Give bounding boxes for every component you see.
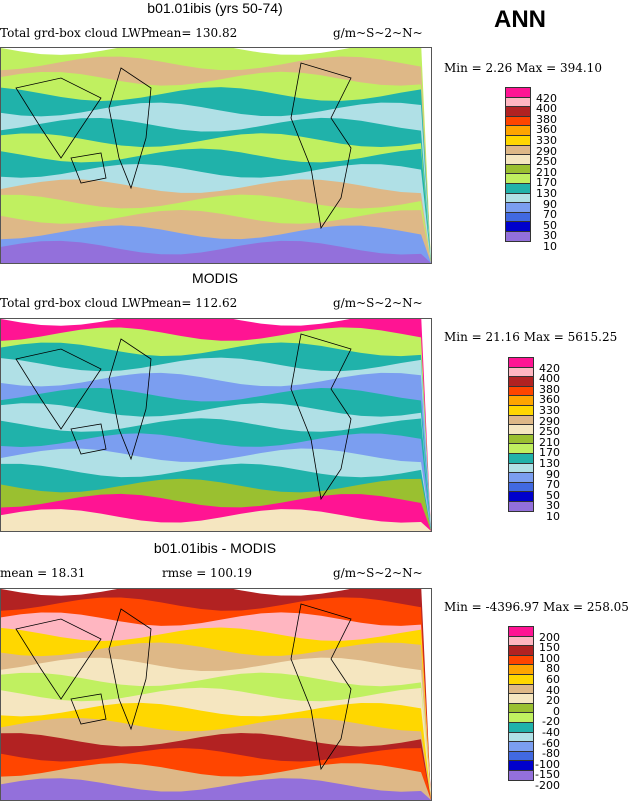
colorbar bbox=[508, 357, 534, 512]
coastline bbox=[290, 603, 352, 771]
contour-band bbox=[1, 240, 431, 263]
panel-stat-label: mean= 112.62 bbox=[148, 296, 238, 310]
colorbar-tick-label: 40 bbox=[546, 683, 560, 697]
coastline bbox=[15, 618, 102, 700]
coastline bbox=[15, 348, 102, 430]
panel-minmax-label: Min = -4396.97 Max = 258.05 bbox=[444, 600, 629, 614]
colorbar-tick-label: 10 bbox=[543, 240, 557, 253]
colorbar-tick-label: 30 bbox=[543, 229, 557, 243]
contour-map-1 bbox=[0, 47, 432, 264]
colorbar-tick-label: -60 bbox=[542, 736, 560, 750]
colorbar-tick-label: 250 bbox=[536, 155, 557, 169]
panel-title: MODIS bbox=[192, 270, 238, 286]
contour-band bbox=[1, 509, 431, 531]
coastline bbox=[70, 423, 107, 455]
colorbar-tick-label: 250 bbox=[539, 425, 560, 439]
coastline bbox=[290, 62, 352, 230]
coastline bbox=[108, 67, 152, 190]
colorbar-tick-label: 10 bbox=[546, 510, 560, 523]
colorbar-tick-label: 420 bbox=[536, 91, 557, 105]
colorbar-tick-label: 290 bbox=[539, 414, 560, 428]
coastline bbox=[290, 333, 352, 501]
colorbar-tick-label: 330 bbox=[539, 404, 560, 417]
colorbar-tick-label: 50 bbox=[543, 218, 557, 232]
colorbar-tick-label: 400 bbox=[539, 372, 560, 386]
contour-map-3 bbox=[0, 588, 432, 801]
colorbar-swatch bbox=[508, 769, 534, 781]
colorbar-tick-label: 90 bbox=[546, 467, 560, 481]
colorbar-tick-label: 60 bbox=[546, 673, 560, 686]
colorbar-tick-label: 130 bbox=[536, 187, 557, 200]
panel-title: b01.01ibis (yrs 50-74) bbox=[147, 0, 283, 16]
contour-band bbox=[1, 778, 431, 800]
colorbar-tick-label: 380 bbox=[536, 112, 557, 126]
colorbar-tick-label: -80 bbox=[542, 747, 560, 761]
colorbar-tick-label: 400 bbox=[536, 102, 557, 116]
colorbar-swatch bbox=[505, 230, 531, 242]
colorbar-tick-label: 330 bbox=[536, 134, 557, 147]
colorbar-tick-label: 420 bbox=[539, 361, 560, 375]
colorbar-tick-label: 150 bbox=[539, 641, 560, 655]
panel-stat-label: mean= 130.82 bbox=[148, 26, 238, 40]
coastline bbox=[15, 77, 102, 159]
colorbar bbox=[505, 87, 531, 242]
colorbar-swatch bbox=[508, 500, 534, 512]
colorbar-tick-label: 70 bbox=[543, 208, 557, 222]
colorbar-tick-label: 380 bbox=[539, 382, 560, 396]
colorbar-tick-label: 210 bbox=[539, 435, 560, 449]
colorbar-tick-label: 200 bbox=[539, 630, 560, 644]
colorbar-tick-label: 170 bbox=[536, 176, 557, 190]
colorbar-tick-label: 130 bbox=[539, 457, 560, 470]
coastline bbox=[70, 152, 107, 184]
panel-variable-label: Total grd-box cloud LWP bbox=[0, 296, 149, 310]
panel-title: b01.01ibis - MODIS bbox=[153, 540, 277, 556]
coastline bbox=[108, 338, 152, 461]
colorbar-tick-label: 100 bbox=[539, 651, 560, 665]
colorbar-tick-label: -200 bbox=[535, 779, 560, 792]
colorbar-tick-label: 290 bbox=[536, 144, 557, 158]
colorbar-tick-label: 360 bbox=[536, 123, 557, 137]
colorbar bbox=[508, 626, 534, 781]
panel-minmax-label: Min = 21.16 Max = 5615.25 bbox=[444, 330, 618, 344]
colorbar-tick-label: 0 bbox=[553, 704, 560, 718]
colorbar-tick-label: 30 bbox=[546, 499, 560, 513]
panel-variable-label: Total grd-box cloud LWP bbox=[0, 26, 149, 40]
coastline bbox=[108, 608, 152, 731]
panel-variable-label: mean = 18.31 bbox=[0, 566, 86, 580]
panel-units-label: g/m~S~2~N~ bbox=[333, 566, 423, 580]
colorbar-tick-label: 90 bbox=[543, 197, 557, 211]
colorbar-tick-label: -20 bbox=[542, 715, 560, 729]
colorbar-tick-label: -100 bbox=[535, 757, 560, 771]
colorbar-tick-label: 20 bbox=[546, 694, 560, 708]
panel-minmax-label: Min = 2.26 Max = 394.10 bbox=[444, 61, 602, 75]
coastline bbox=[70, 693, 107, 725]
colorbar-tick-label: 80 bbox=[546, 662, 560, 676]
colorbar-tick-label: 210 bbox=[536, 165, 557, 179]
colorbar-tick-label: 50 bbox=[546, 488, 560, 502]
panel-units-label: g/m~S~2~N~ bbox=[333, 296, 423, 310]
colorbar-tick-label: 360 bbox=[539, 393, 560, 407]
contour-map-2 bbox=[0, 318, 432, 532]
panel-stat-label: rmse = 100.19 bbox=[162, 566, 253, 580]
colorbar-tick-label: 170 bbox=[539, 446, 560, 460]
colorbar-tick-label: -40 bbox=[542, 726, 560, 739]
panel-units-label: g/m~S~2~N~ bbox=[333, 26, 423, 40]
colorbar-tick-label: 70 bbox=[546, 478, 560, 492]
colorbar-tick-label: -150 bbox=[535, 768, 560, 782]
season-label: ANN bbox=[494, 6, 546, 33]
